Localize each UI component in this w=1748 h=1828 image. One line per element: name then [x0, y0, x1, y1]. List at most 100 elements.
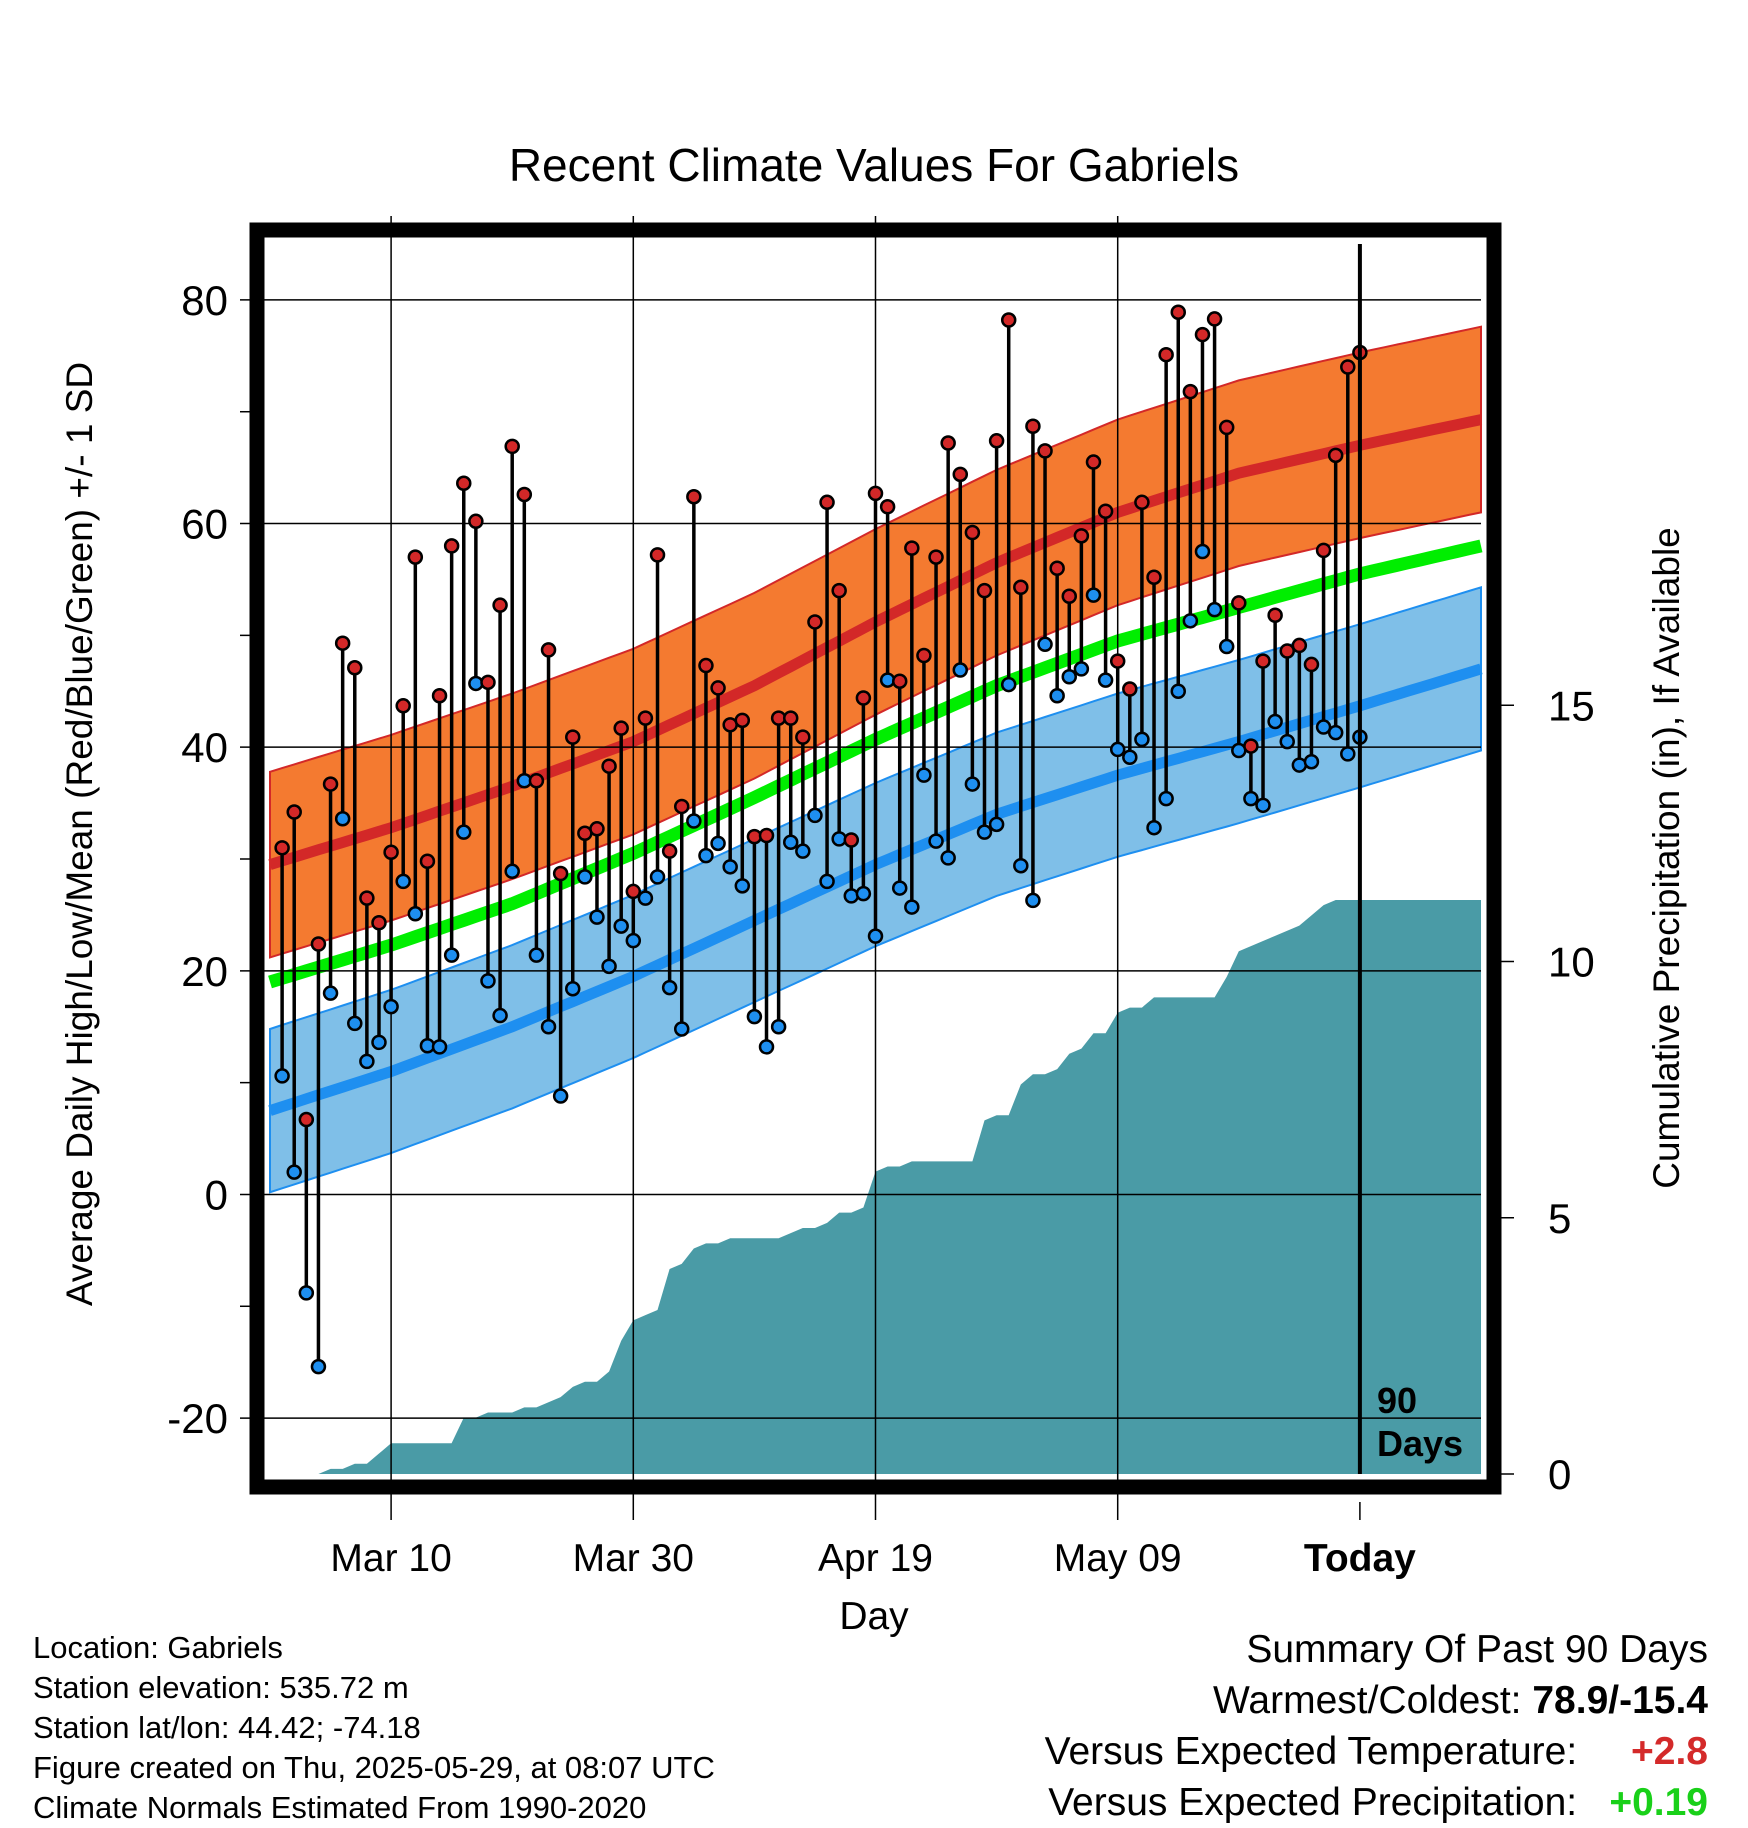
daily-high-point: [1182, 383, 1199, 400]
daily-high-point: [443, 538, 460, 554]
daily-high-point: [928, 549, 944, 565]
y2-tick-label: 15: [1548, 682, 1595, 729]
daily-high-point: [867, 485, 884, 502]
plot-frame-border: [249, 222, 1502, 1495]
daily-high-point: [1037, 443, 1053, 459]
daily-low-point: [334, 810, 351, 827]
daily-high-point: [504, 438, 520, 455]
daily-high-point: [1255, 653, 1271, 669]
daily-high-point: [843, 832, 860, 848]
daily-high-point: [347, 660, 363, 676]
daily-low-point: [1206, 601, 1223, 618]
daily-low-point: [1146, 819, 1162, 836]
daily-low-point: [601, 958, 617, 975]
y-tick-label: 0: [205, 1171, 228, 1218]
y-tick-label: 40: [181, 724, 228, 771]
daily-high-point: [1170, 304, 1186, 320]
daily-low-point: [1073, 661, 1090, 677]
daily-high-point: [456, 475, 472, 492]
x-tick-label: Mar 30: [573, 1537, 694, 1580]
daily-high-point: [625, 883, 642, 900]
summary-warmest-row: Warmest/Coldest: 78.9/-15.4: [1045, 1675, 1708, 1726]
daily-high-point: [904, 540, 920, 556]
daily-high-point: [1218, 419, 1235, 436]
summary-panel: Summary Of Past 90 Days Warmest/Coldest:…: [1045, 1624, 1708, 1828]
daily-low-point: [686, 813, 702, 829]
daily-low-point: [589, 909, 605, 925]
daily-low-point: [770, 1018, 787, 1035]
daily-high-point: [807, 614, 823, 630]
daily-low-point: [1109, 741, 1126, 758]
daily-low-point: [1315, 719, 1332, 735]
daily-low-point: [758, 1039, 775, 1055]
daily-low-point: [734, 878, 751, 894]
daily-high-point: [964, 524, 981, 541]
daily-high-point: [1013, 579, 1029, 596]
daily-low-point: [1061, 668, 1078, 685]
daily-high-point: [383, 844, 399, 861]
summary-title: Summary Of Past 90 Days: [1246, 1628, 1708, 1671]
summary-precip-value: +0.19: [1609, 1781, 1708, 1824]
summary-precip-label: Versus Expected Precipitation:: [1048, 1781, 1578, 1824]
meta-elevation: Station elevation: 535.72 m: [33, 1670, 409, 1705]
daily-low-point: [528, 947, 545, 963]
daily-high-point: [1279, 643, 1295, 659]
daily-high-point: [516, 486, 533, 503]
daily-low-point: [746, 1008, 763, 1025]
summary-temp-value: +2.8: [1631, 1730, 1708, 1773]
daily-low-point: [1255, 797, 1271, 814]
daily-low-point: [867, 928, 884, 944]
daily-high-point: [1267, 607, 1283, 623]
daily-high-point: [855, 690, 872, 706]
daily-low-point: [1134, 731, 1150, 748]
daily-high-point: [686, 488, 702, 505]
daily-high-point: [1303, 656, 1320, 673]
today-label-days-word: Days: [1377, 1423, 1463, 1464]
daily-low-point: [819, 873, 835, 890]
daily-high-point: [1000, 312, 1017, 328]
daily-high-point: [334, 635, 351, 651]
y-tick-label: 60: [181, 501, 228, 548]
y-tick-label: -20: [167, 1395, 228, 1442]
daily-low-point: [722, 859, 738, 875]
daily-high-point: [734, 712, 751, 729]
y2-tick-label: 10: [1548, 939, 1595, 986]
daily-low-point: [673, 1021, 690, 1037]
daily-high-point: [1085, 454, 1102, 470]
daily-high-point: [528, 772, 545, 789]
daily-low-point: [298, 1285, 315, 1301]
daily-low-point: [1279, 733, 1295, 750]
daily-low-point: [904, 899, 920, 915]
daily-high-point: [976, 582, 993, 599]
summary-warmest-value: 78.9/-15.4: [1532, 1679, 1708, 1722]
x-tick-label: Mar 10: [330, 1537, 451, 1580]
daily-low-point: [782, 834, 799, 850]
daily-high-point: [1243, 738, 1259, 754]
daily-high-point: [1194, 326, 1211, 343]
meta-created: Figure created on Thu, 2025-05-29, at 08…: [33, 1750, 715, 1785]
daily-high-point: [782, 710, 799, 726]
daily-high-point: [565, 729, 581, 745]
daily-high-point: [952, 466, 969, 483]
daily-high-point: [1291, 637, 1308, 654]
daily-high-point: [322, 776, 339, 792]
daily-low-point: [1037, 636, 1053, 653]
daily-high-point: [1158, 346, 1174, 363]
meta-latlon: Station lat/lon: 44.42; -74.18: [33, 1710, 421, 1745]
daily-low-point: [540, 1018, 557, 1035]
summary-temp-row: Versus Expected Temperature: +2.8: [1045, 1726, 1708, 1777]
daily-high-point: [891, 673, 908, 689]
daily-low-point: [649, 869, 666, 885]
daily-high-point: [940, 435, 956, 451]
daily-low-point: [1303, 753, 1320, 770]
daily-high-point: [298, 1111, 315, 1128]
daily-high-point: [540, 642, 557, 658]
daily-low-point: [1085, 587, 1102, 603]
daily-high-point: [1097, 503, 1114, 519]
daily-high-point: [831, 582, 847, 599]
daily-low-point: [916, 767, 932, 783]
station-metadata: Location: Gabriels Station elevation: 53…: [33, 1628, 715, 1828]
summary-warmest-label: Warmest/Coldest:: [1213, 1679, 1522, 1722]
daily-high-point: [1049, 560, 1065, 577]
